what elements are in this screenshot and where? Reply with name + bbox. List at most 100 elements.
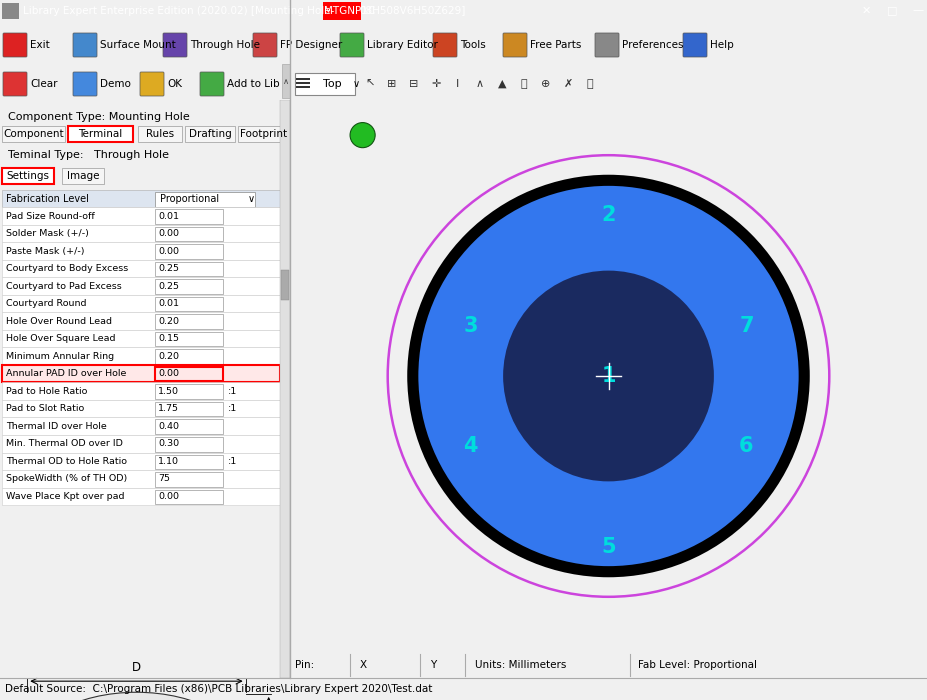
Bar — [155, 402, 223, 416]
Bar — [155, 472, 223, 486]
Text: Pad Size Round-off: Pad Size Round-off — [6, 211, 95, 220]
Text: 0.00: 0.00 — [158, 369, 179, 378]
Bar — [155, 332, 223, 346]
Bar — [2, 4, 19, 19]
Text: 0.25: 0.25 — [158, 264, 179, 273]
Text: ↖: ↖ — [365, 79, 375, 89]
FancyBboxPatch shape — [433, 33, 457, 57]
Bar — [2, 435, 280, 452]
Bar — [2, 225, 280, 242]
Ellipse shape — [26, 692, 248, 700]
Text: 1.75: 1.75 — [158, 404, 179, 413]
Text: 4: 4 — [464, 436, 477, 456]
Text: Free Parts: Free Parts — [530, 40, 581, 50]
Text: Demo: Demo — [100, 79, 131, 89]
Text: Courtyard Round: Courtyard Round — [6, 299, 86, 308]
Text: Rules: Rules — [146, 129, 174, 139]
Text: ⊕: ⊕ — [541, 79, 551, 89]
Text: ✗: ✗ — [564, 79, 573, 89]
Text: 0.20: 0.20 — [158, 316, 179, 326]
Bar — [2, 365, 280, 382]
Bar — [2, 400, 280, 417]
Text: ∧: ∧ — [476, 79, 484, 89]
Text: Surface Mount: Surface Mount — [100, 40, 176, 50]
Bar — [0, 678, 927, 679]
Text: Settings: Settings — [6, 171, 49, 181]
FancyBboxPatch shape — [503, 33, 527, 57]
Text: Min. Thermal OD over ID: Min. Thermal OD over ID — [6, 440, 123, 448]
Text: Image: Image — [67, 171, 99, 181]
Text: 0.01: 0.01 — [158, 299, 179, 308]
Text: ⊞: ⊞ — [387, 79, 397, 89]
Bar — [2, 190, 280, 207]
FancyBboxPatch shape — [3, 72, 27, 96]
Bar — [2, 260, 280, 277]
Text: MTGNP1C: MTGNP1C — [324, 6, 375, 15]
Text: Courtyard to Body Excess: Courtyard to Body Excess — [6, 264, 128, 273]
Bar — [2, 312, 280, 330]
Text: 2: 2 — [602, 205, 616, 225]
FancyBboxPatch shape — [295, 73, 355, 95]
Text: Fabrication Level: Fabrication Level — [6, 194, 89, 204]
Text: 75: 75 — [158, 475, 170, 483]
Text: 5: 5 — [602, 537, 616, 556]
Bar — [280, 100, 290, 678]
Text: 6: 6 — [739, 436, 754, 456]
Bar — [155, 454, 223, 469]
Bar — [155, 314, 223, 329]
Bar — [155, 489, 223, 504]
FancyBboxPatch shape — [73, 33, 97, 57]
Text: □: □ — [886, 6, 897, 15]
Text: FP Designer: FP Designer — [280, 40, 342, 50]
Text: Library Expert Enterprise Edition (2020.02) [Mounting Hole-: Library Expert Enterprise Edition (2020.… — [23, 6, 335, 15]
Text: 0.25: 0.25 — [158, 281, 179, 290]
Text: Component Type: Mounting Hole: Component Type: Mounting Hole — [8, 112, 190, 122]
Bar — [2, 295, 280, 312]
Bar — [2, 277, 280, 295]
Bar — [2, 330, 280, 347]
Text: 1.50: 1.50 — [158, 386, 179, 395]
Text: Exit: Exit — [30, 40, 50, 50]
Text: Component: Component — [3, 129, 64, 139]
FancyBboxPatch shape — [163, 33, 187, 57]
Text: ∨: ∨ — [248, 194, 255, 204]
Text: 7: 7 — [739, 316, 754, 336]
Text: ⊟: ⊟ — [410, 79, 419, 89]
Text: Preferences: Preferences — [622, 40, 683, 50]
Text: 0.00: 0.00 — [158, 246, 179, 256]
Text: 🔧: 🔧 — [587, 79, 593, 89]
Text: Teminal Type:   Through Hole: Teminal Type: Through Hole — [8, 150, 169, 160]
Text: 1.10: 1.10 — [158, 456, 179, 466]
Text: D: D — [132, 662, 141, 674]
Bar — [155, 262, 223, 276]
Text: Minimum Annular Ring: Minimum Annular Ring — [6, 351, 114, 360]
FancyBboxPatch shape — [73, 72, 97, 96]
Text: Drafting: Drafting — [188, 129, 232, 139]
FancyBboxPatch shape — [185, 126, 235, 142]
Bar — [155, 437, 223, 452]
Bar — [2, 382, 280, 400]
Bar — [2, 487, 280, 505]
Text: ▲: ▲ — [498, 79, 506, 89]
Bar — [2, 417, 280, 435]
Bar — [155, 349, 223, 364]
Text: ✕: ✕ — [861, 6, 870, 15]
Text: Clear: Clear — [30, 79, 57, 89]
Text: Pad to Slot Ratio: Pad to Slot Ratio — [6, 404, 84, 413]
Text: Fab Level: Proportional: Fab Level: Proportional — [638, 660, 757, 670]
Bar — [155, 244, 223, 259]
FancyBboxPatch shape — [340, 33, 364, 57]
Text: 0.00: 0.00 — [158, 491, 179, 500]
Text: 0.40: 0.40 — [158, 421, 179, 430]
Text: OK: OK — [167, 79, 182, 89]
Bar — [155, 419, 223, 434]
Circle shape — [350, 122, 375, 148]
Text: Hole Over Round Lead: Hole Over Round Lead — [6, 316, 112, 326]
Text: ✛: ✛ — [431, 79, 440, 89]
Text: Pad to Hole Ratio: Pad to Hole Ratio — [6, 386, 87, 395]
Bar — [2, 452, 280, 470]
Text: 0.15: 0.15 — [158, 334, 179, 343]
Text: Wave Place Kpt over pad: Wave Place Kpt over pad — [6, 491, 124, 500]
Bar — [155, 279, 223, 294]
FancyBboxPatch shape — [62, 168, 104, 184]
